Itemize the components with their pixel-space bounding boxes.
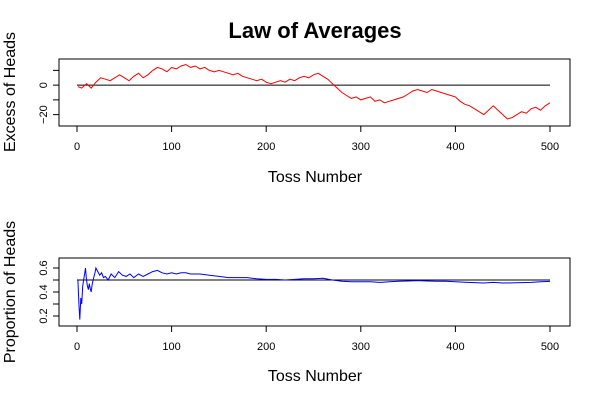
x-tick-label: 500 [541,341,559,353]
excess-of-heads-panel: 0 100 200 300 400 500 −20 0 Toss Number Excess… [2,32,571,186]
x-tick-label: 300 [352,141,370,153]
y-tick-label: 0.6 [38,260,50,275]
x-tick-label: 0 [74,341,80,353]
x-tick-label: 400 [446,341,464,353]
y-tick-label: 0 [38,82,50,88]
x-axis-title: Toss Number [268,169,363,186]
x-tick-label: 200 [257,141,275,153]
y-tick-label: 0.4 [38,284,50,299]
plot-frame [58,257,571,327]
y-axis: −20 0 [38,69,59,124]
y-axis-title: Excess of Heads [2,32,19,152]
proportion-of-heads-panel: 0 100 200 300 400 500 0.2 0.4 0.6 Toss Number P… [2,221,571,385]
plot-frame [58,58,571,127]
y-axis-title: Proportion of Heads [2,221,19,363]
y-tick-label: −20 [38,105,50,124]
x-tick-label: 500 [541,141,559,153]
x-tick-label: 100 [162,141,180,153]
x-axis-title: Toss Number [268,368,363,385]
chart-title: Law of Averages [228,18,401,43]
x-tick-label: 0 [74,141,80,153]
x-axis: 0 100 200 300 400 500 [74,126,559,153]
x-axis: 0 100 200 300 400 500 [74,326,559,353]
x-tick-label: 200 [257,341,275,353]
y-tick-label: 0.2 [38,308,50,323]
excess-of-heads-series-line [77,63,551,120]
x-tick-label: 100 [162,341,180,353]
y-axis: 0.2 0.4 0.6 [38,260,59,324]
x-tick-label: 400 [446,141,464,153]
proportion-of-heads-series-line [77,266,551,320]
x-tick-label: 300 [352,341,370,353]
